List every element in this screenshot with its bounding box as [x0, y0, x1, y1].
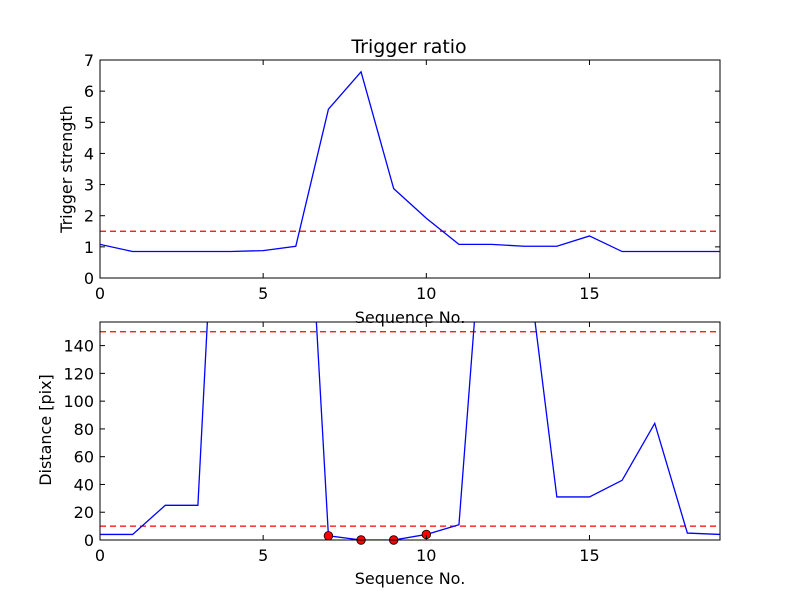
bottom-x-tick-label: 5 [258, 546, 268, 565]
top-axes-frame [99, 59, 721, 279]
chart-title: Trigger ratio [350, 36, 466, 58]
top-y-tick-label: 7 [84, 51, 94, 70]
top-y-tick-label: 5 [84, 113, 94, 132]
top-x-tick-label: 5 [258, 284, 268, 303]
top-y-tick-label: 0 [84, 269, 94, 288]
bottom-y-tick-label: 20 [74, 503, 94, 522]
top-y-tick-label: 1 [84, 238, 94, 257]
bottom-x-tick-label: 15 [579, 546, 599, 565]
top-x-tick-label: 10 [416, 284, 436, 303]
bottom-y-tick-label: 120 [63, 364, 94, 383]
top-plot-area [100, 70, 720, 253]
top-x-tick-label: 15 [579, 284, 599, 303]
bottom-axes-frame [99, 321, 721, 541]
bottom-y-tick-label: 0 [84, 531, 94, 550]
top-y-tick-label: 6 [84, 82, 94, 101]
top-x-tick-label: 0 [95, 284, 105, 303]
bottom-x-tick-label: 10 [416, 546, 436, 565]
bottom-y-tick-label: 40 [74, 475, 94, 494]
top-series-line-0 [100, 70, 720, 253]
bottom-y-tick-label: 100 [63, 392, 94, 411]
bottom-marker-point [323, 531, 334, 541]
bottom-y-tick-label: 60 [74, 448, 94, 467]
top-y-tick-label: 3 [84, 176, 94, 195]
bottom-x-axis-label: Sequence No. [355, 569, 466, 588]
top-y-axis-label: Trigger strength [57, 105, 76, 234]
bottom-y-tick-label: 80 [74, 420, 94, 439]
top-y-tick-label: 4 [84, 144, 94, 163]
bottom-series-line-0 [100, 322, 720, 540]
bottom-y-axis-label: Distance [pix] [36, 374, 55, 486]
bottom-x-tick-label: 0 [95, 546, 105, 565]
top-x-axis-label: Sequence No. [355, 308, 466, 327]
bottom-plot-area [100, 322, 720, 540]
top-y-tick-label: 2 [84, 207, 94, 226]
plots-layer: 0 5 10 15 0 1 2 3 4 5 6 7 0 5 10 15 0 20 40 60 80 100 120 140 [63, 51, 721, 565]
bottom-y-tick-label: 140 [63, 337, 94, 356]
